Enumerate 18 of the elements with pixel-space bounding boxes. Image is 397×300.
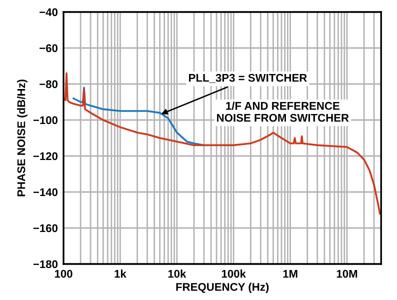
x-tick-label: 100 [54, 270, 72, 278]
y-tick-label: −60 [40, 44, 58, 52]
annotation: PLL_3P3 = SWITCHER [189, 74, 307, 84]
x-tick-label: 100k [222, 270, 246, 278]
y-tick-label: −40 [40, 8, 58, 16]
x-tick-label: 1M [283, 270, 298, 278]
x-axis-title: FREQUENCY (Hz) [176, 282, 269, 294]
y-tick-label: −80 [40, 80, 58, 88]
x-tick-label: 10M [336, 270, 358, 278]
x-tick-label: 1k [114, 270, 126, 278]
annotation: 1/F AND REFERENCE NOISE FROM SWITCHER [217, 102, 349, 122]
y-tick-label: −160 [33, 224, 58, 232]
y-tick-label: −120 [33, 152, 58, 160]
y-tick-label: −180 [33, 260, 58, 268]
y-tick-label: −140 [33, 188, 58, 196]
y-tick-label: −100 [33, 116, 58, 124]
y-axis-title: PHASE NOISE (dB/Hz) [17, 80, 28, 196]
x-tick-label: 10k [168, 270, 186, 278]
